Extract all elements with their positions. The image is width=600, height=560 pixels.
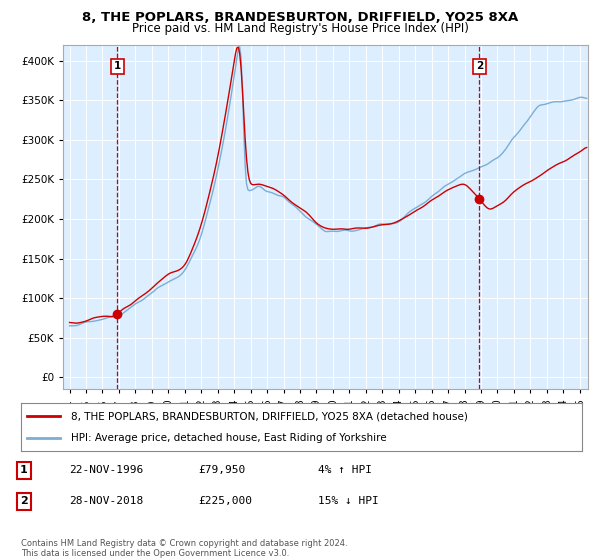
Text: 28-NOV-2018: 28-NOV-2018 <box>69 496 143 506</box>
Text: HPI: Average price, detached house, East Riding of Yorkshire: HPI: Average price, detached house, East… <box>71 433 387 443</box>
Text: £79,950: £79,950 <box>198 465 245 475</box>
Text: 2: 2 <box>20 496 28 506</box>
Text: 15% ↓ HPI: 15% ↓ HPI <box>318 496 379 506</box>
Text: £225,000: £225,000 <box>198 496 252 506</box>
Text: 2: 2 <box>476 61 483 71</box>
Text: 1: 1 <box>113 61 121 71</box>
Text: Contains HM Land Registry data © Crown copyright and database right 2024.
This d: Contains HM Land Registry data © Crown c… <box>21 539 347 558</box>
Text: 4% ↑ HPI: 4% ↑ HPI <box>318 465 372 475</box>
Text: 8, THE POPLARS, BRANDESBURTON, DRIFFIELD, YO25 8XA (detached house): 8, THE POPLARS, BRANDESBURTON, DRIFFIELD… <box>71 411 469 421</box>
Text: Price paid vs. HM Land Registry's House Price Index (HPI): Price paid vs. HM Land Registry's House … <box>131 22 469 35</box>
Text: 8, THE POPLARS, BRANDESBURTON, DRIFFIELD, YO25 8XA: 8, THE POPLARS, BRANDESBURTON, DRIFFIELD… <box>82 11 518 24</box>
Text: 22-NOV-1996: 22-NOV-1996 <box>69 465 143 475</box>
Text: 1: 1 <box>20 465 28 475</box>
